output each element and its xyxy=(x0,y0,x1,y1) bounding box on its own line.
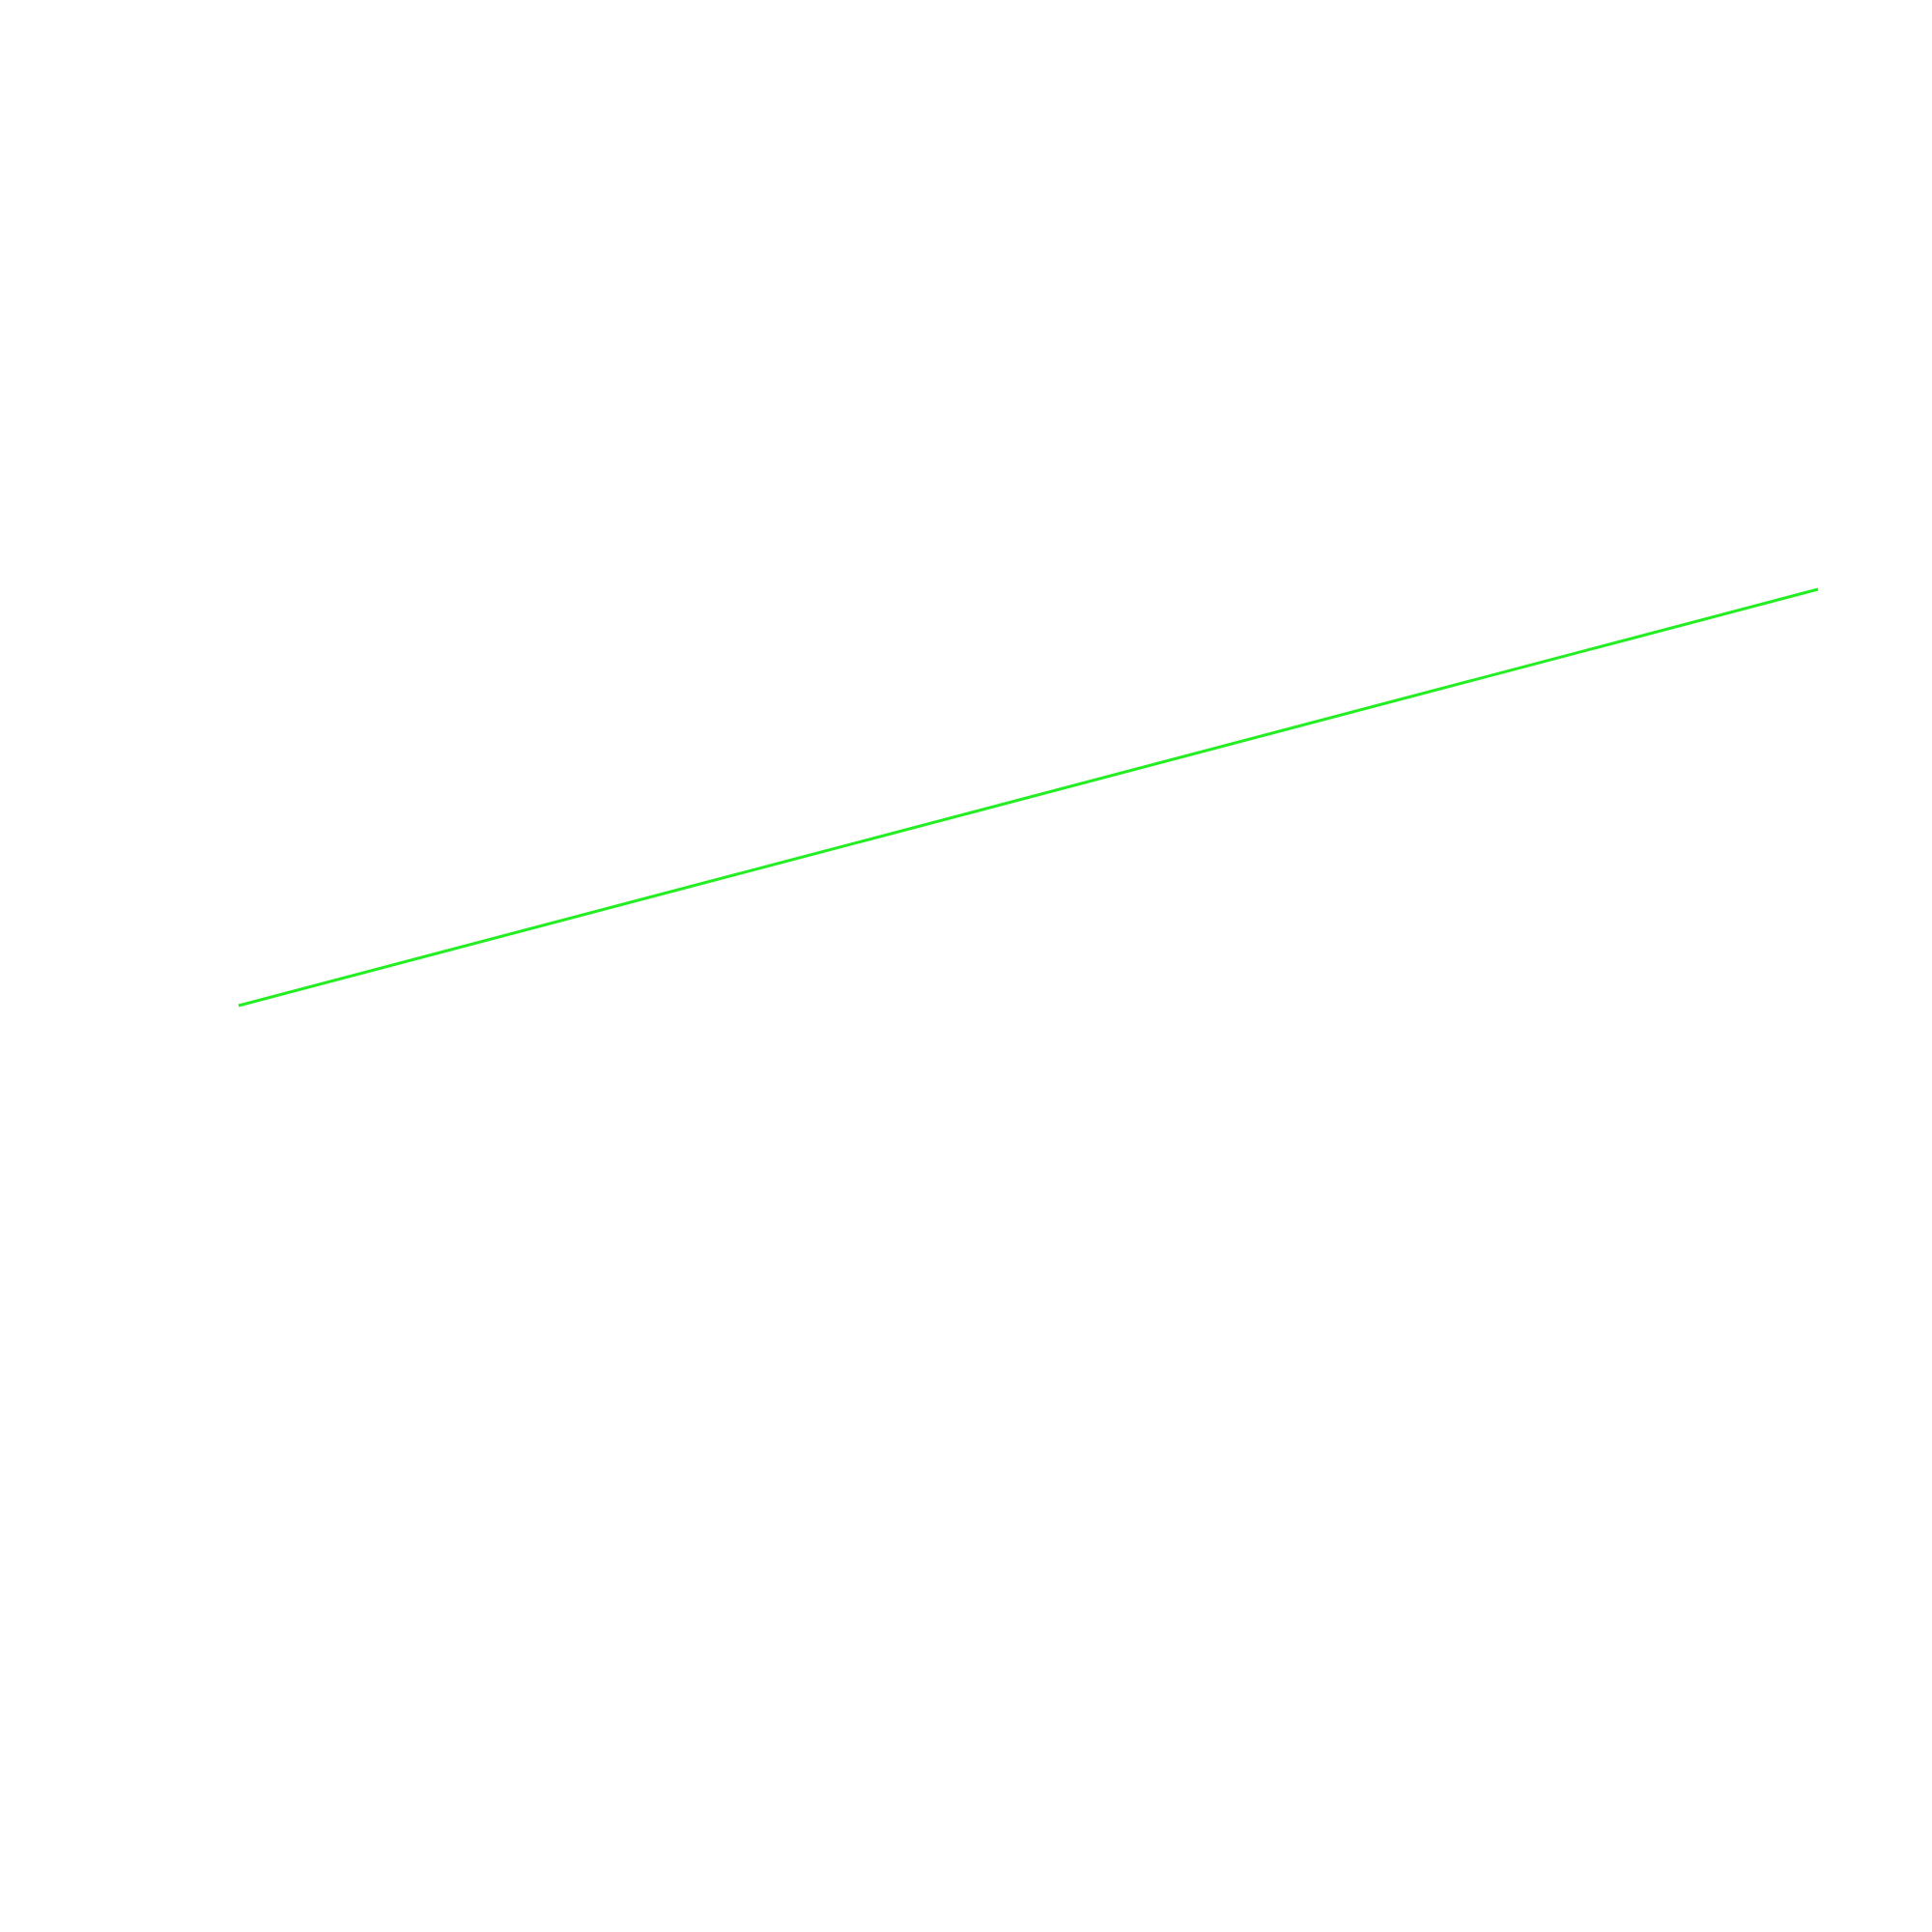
green-line xyxy=(238,587,1819,1008)
